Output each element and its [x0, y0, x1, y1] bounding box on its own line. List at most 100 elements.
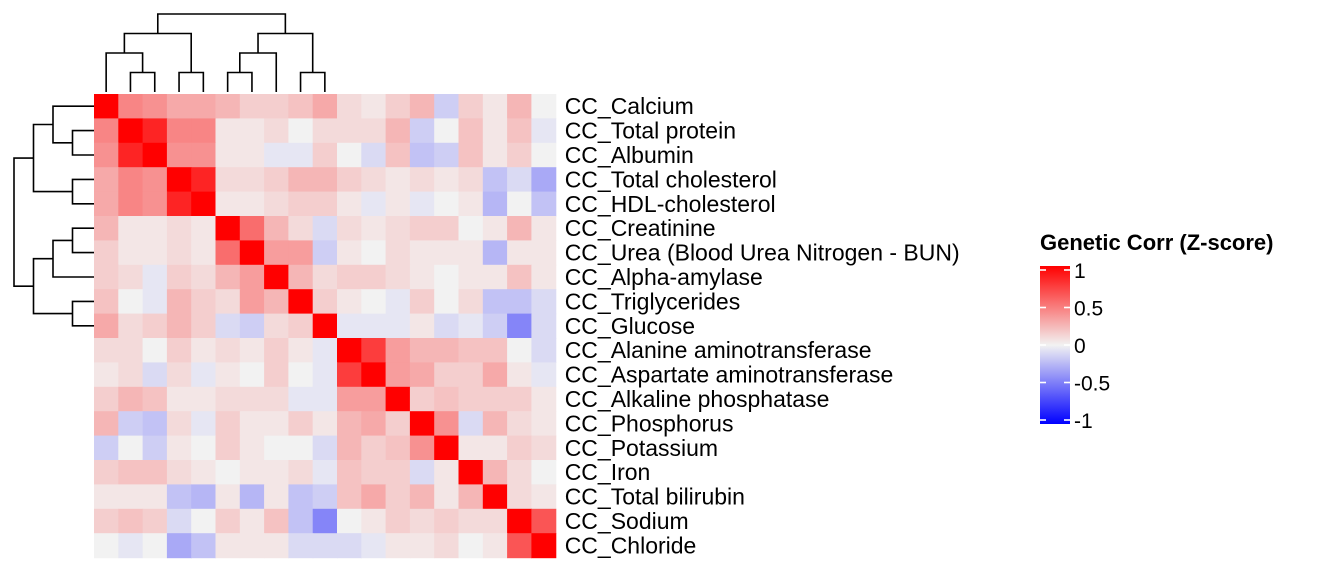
heatmap-cell — [434, 411, 460, 437]
heatmap-cell — [288, 264, 314, 290]
heatmap-cell — [434, 289, 460, 315]
heatmap-cell — [434, 240, 460, 266]
heatmap-cell — [361, 94, 387, 119]
heatmap-cell — [288, 533, 314, 559]
heatmap-cell — [409, 435, 435, 461]
heatmap-cell — [288, 191, 314, 217]
column-dendrogram-branch — [226, 71, 253, 92]
heatmap-cell — [118, 264, 144, 290]
heatmap-cell — [361, 167, 387, 193]
heatmap-cell — [531, 533, 557, 559]
heatmap-cell — [215, 411, 241, 437]
heatmap-cell — [94, 191, 119, 217]
heatmap-cell — [531, 191, 557, 217]
heatmap-cell — [531, 411, 557, 437]
heatmap-cell — [507, 484, 532, 510]
heatmap-cell — [385, 411, 411, 437]
legend-tick-label: 0.5 — [1074, 298, 1103, 321]
heatmap-cell — [94, 484, 119, 510]
column-dendrogram-branch — [129, 71, 156, 92]
heatmap-cell — [482, 216, 508, 241]
heatmap-cell — [239, 362, 265, 388]
heatmap-cell — [385, 118, 411, 144]
heatmap-cell — [507, 167, 532, 193]
row-dendrogram-branch — [52, 105, 94, 144]
heatmap-cell — [531, 142, 557, 168]
heatmap-cell — [531, 264, 557, 290]
heatmap-cell — [458, 118, 484, 144]
heatmap-cell — [507, 313, 532, 339]
row-dendrogram-branch — [52, 239, 94, 278]
heatmap-cell — [166, 338, 192, 363]
heatmap-cell — [288, 362, 314, 388]
heatmap-cell — [507, 118, 532, 144]
heatmap-cell — [142, 313, 168, 339]
heatmap-cell — [288, 142, 314, 168]
heatmap-cell — [409, 167, 435, 193]
heatmap-cell — [458, 167, 484, 193]
heatmap-cell — [215, 435, 241, 461]
heatmap-cell — [264, 240, 289, 266]
heatmap-cell — [337, 216, 362, 241]
heatmap-cell — [409, 484, 435, 510]
heatmap-cell — [94, 362, 119, 388]
heatmap-cell — [264, 167, 289, 193]
heatmap-cell — [118, 216, 144, 241]
heatmap-cell — [239, 460, 265, 485]
heatmap-cell — [215, 240, 241, 266]
heatmap-cell — [507, 142, 532, 168]
heatmap-cell — [409, 411, 435, 437]
legend-title: Genetic Corr (Z-score) — [1040, 230, 1274, 255]
heatmap-cell — [434, 484, 460, 510]
heatmap-cell — [361, 484, 387, 510]
heatmap-cell — [142, 386, 168, 412]
heatmap-cell — [409, 533, 435, 559]
heatmap-cell — [191, 264, 217, 290]
heatmap-cell — [458, 533, 484, 559]
heatmap-cell — [239, 484, 265, 510]
heatmap-cell — [142, 167, 168, 193]
heatmap-cell — [361, 289, 387, 315]
heatmap-cell — [361, 386, 387, 412]
heatmap-cell — [385, 216, 411, 241]
heatmap-cell — [239, 533, 265, 559]
heatmap-cell — [215, 216, 241, 241]
heatmap-cell — [434, 435, 460, 461]
row-label: CC_Urea (Blood Urea Nitrogen - BUN) — [565, 240, 960, 266]
heatmap-cell — [264, 118, 289, 144]
heatmap-cell — [166, 313, 192, 339]
heatmap-cell — [166, 533, 192, 559]
row-label: CC_HDL-cholesterol — [565, 191, 776, 217]
heatmap-cell — [507, 289, 532, 315]
heatmap-cell — [409, 460, 435, 485]
legend-tick-label: 1 — [1074, 260, 1086, 283]
heatmap-cell — [507, 435, 532, 461]
heatmap-cell — [312, 411, 338, 437]
heatmap-cell — [191, 460, 217, 485]
heatmap-cell — [118, 142, 144, 168]
heatmap-cell — [409, 313, 435, 339]
heatmap-cell — [142, 264, 168, 290]
heatmap-cell — [385, 338, 411, 363]
row-dendrogram-branch — [71, 300, 94, 327]
heatmap-cell — [191, 435, 217, 461]
heatmap-cell — [361, 216, 387, 241]
heatmap-cell — [434, 142, 460, 168]
heatmap-cell — [385, 264, 411, 290]
heatmap-cell — [191, 386, 217, 412]
heatmap-cell — [531, 435, 557, 461]
heatmap-cell — [385, 240, 411, 266]
heatmap-cell — [239, 191, 265, 217]
heatmap-cell — [191, 411, 217, 437]
heatmap-cell — [385, 313, 411, 339]
heatmap-cell — [94, 167, 119, 193]
heatmap-cell — [94, 508, 119, 534]
row-label: CC_Alkaline phosphatase — [565, 386, 830, 412]
heatmap-cell — [312, 533, 338, 559]
heatmap-cell — [409, 386, 435, 412]
heatmap-cell — [337, 411, 362, 437]
heatmap-cell — [118, 313, 144, 339]
heatmap-cell — [118, 338, 144, 363]
heatmap-cell — [166, 240, 192, 266]
heatmap-cell — [118, 289, 144, 315]
